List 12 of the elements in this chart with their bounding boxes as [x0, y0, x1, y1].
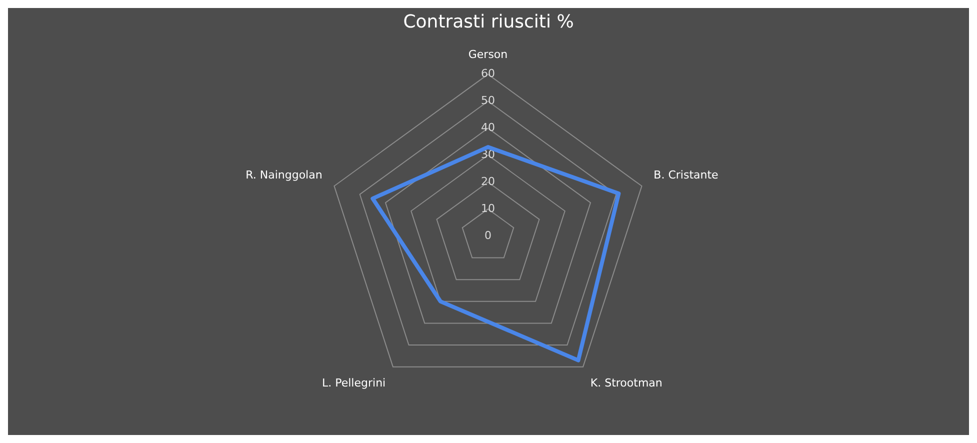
y-tick-label: 0	[484, 228, 492, 242]
y-tick-label: 60	[481, 67, 495, 80]
y-tick-label: 40	[481, 121, 495, 134]
y-tick-label: 20	[481, 174, 495, 188]
y-tick-label: 50	[481, 94, 495, 108]
spoke-label: R. Nainggolan	[246, 168, 322, 182]
y-tick-label: 10	[481, 202, 495, 215]
spoke-label: B. Cristante	[654, 168, 719, 182]
spoke-label: L. Pellegrini	[322, 376, 386, 390]
spoke-label: K. Strootman	[590, 376, 662, 390]
chart-title: Contrasti riusciti %	[403, 11, 574, 32]
spoke-label: Gerson	[468, 48, 508, 62]
